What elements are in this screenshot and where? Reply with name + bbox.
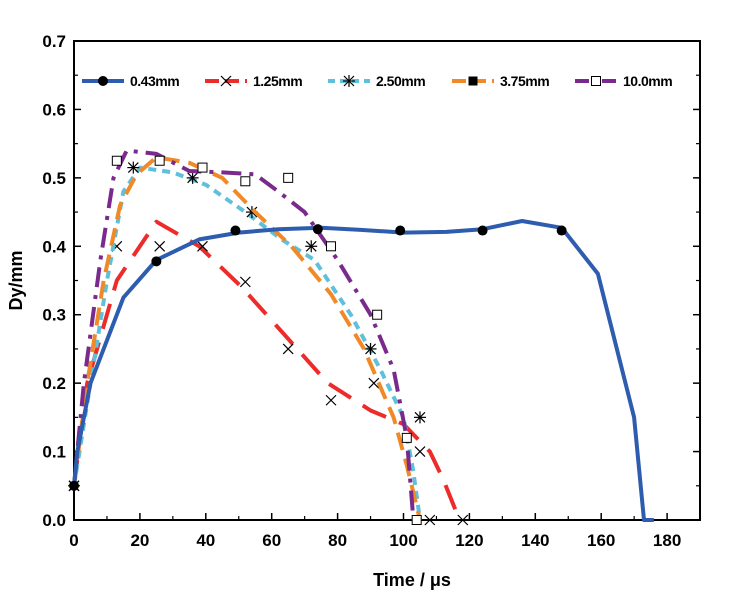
marker-stroke [197,240,208,252]
data-point-0.43mm [312,224,323,235]
series-10.0mm [72,148,422,525]
legend-entry-0.43mm: 0.43mm [82,73,180,89]
data-point-10.0mm [372,309,383,320]
data-point-0.43mm [151,256,162,267]
marker-stroke [368,377,380,389]
x-tick-label: 0 [69,531,78,550]
y-tick-label: 0.5 [42,169,66,188]
data-point-10.0mm [111,155,122,166]
data-point-1.25mm [424,514,436,526]
marker-stroke [325,394,337,406]
legend-entry-2.50mm: 2.50mm [328,73,426,89]
marker-stroke [424,514,436,526]
x-tick-label: 120 [455,531,483,550]
data-point-2.50mm [305,240,318,253]
y-tick-label: 0.7 [42,32,66,51]
data-point-2.50mm [186,171,199,184]
data-point-2.50mm [364,342,377,355]
data-point-1.25mm [414,446,426,457]
data-point-0.43mm [556,225,567,236]
legend-marker [220,75,232,87]
plot-frame [73,40,701,521]
series-layer [68,148,654,526]
x-tick-label: 20 [130,531,149,550]
data-point-2.50mm [127,161,140,174]
x-tick-label: 160 [587,531,615,550]
data-point-10.0mm [401,432,412,443]
legend-label: 3.75mm [500,73,549,89]
data-point-1.25mm [197,240,208,252]
x-tick-label: 40 [196,531,215,550]
data-point-10.0mm [411,515,422,525]
legend-marker [591,76,601,86]
legend-entry-1.25mm: 1.25mm [205,73,303,89]
marker-stroke [154,240,166,252]
x-tick-label: 180 [653,531,681,550]
y-tick-label: 0.0 [42,511,66,530]
data-point-0.43mm [69,480,79,491]
series-line-10.0mm [72,148,416,521]
data-point-0.43mm [395,225,406,236]
x-tick-label: 60 [262,531,281,550]
data-point-1.25mm [457,514,469,526]
data-point-2.50mm [413,411,426,424]
x-axis-title: Time / μs [373,570,451,590]
data-point-1.25mm [282,343,294,355]
x-tick-label: 80 [328,531,347,550]
legend-label: 0.43mm [130,73,179,89]
y-tick-label: 0.1 [42,443,66,462]
marker-stroke [457,514,469,526]
y-tick-label: 0.4 [42,237,66,256]
legend-entry-3.75mm: 3.75mm [452,73,550,89]
series-line-1.25mm [72,219,462,521]
legend-label: 10.0mm [623,73,672,89]
x-tick-label: 140 [521,531,549,550]
series-1.25mm [68,219,469,526]
data-point-1.25mm [368,377,380,389]
marker-stroke [414,446,426,457]
legend-entry-10.0mm: 10.0mm [575,73,673,89]
legend-label: 2.50mm [376,73,425,89]
y-tick-label: 0.3 [42,306,66,325]
data-point-10.0mm [154,155,165,166]
x-tick-label: 100 [389,531,417,550]
y-axis-title: Dy/mm [6,250,26,310]
series-0.43mm [69,219,654,522]
legend: 0.43mm 1.25mm 2.50mm 3.75mm 10.0mm [82,73,673,89]
data-point-10.0mm [326,241,337,252]
y-tick-label: 0.6 [42,100,66,119]
series-2.50mm [68,161,426,521]
data-point-10.0mm [197,162,208,173]
marker-stroke [282,343,294,355]
legend-marker [343,75,355,87]
data-point-0.43mm [477,225,488,236]
data-point-0.43mm [230,225,241,236]
marker-stroke [220,75,232,87]
series-line-3.75mm [72,155,422,521]
y-tick-label: 0.2 [42,374,66,393]
marker-stroke [239,276,251,288]
data-point-10.0mm [283,172,294,183]
data-point-1.25mm [325,394,337,406]
legend-marker [468,76,478,86]
data-point-10.0mm [240,176,251,187]
axes: 0 20 40 60 80 100 120 140 160 180 0.0 0.1 0.2 0.3 0.4 0… [6,32,701,590]
legend-marker [98,76,108,86]
series-line-0.43mm [72,219,654,522]
legend-label: 1.25mm [253,73,302,89]
series-3.75mm [72,155,422,521]
data-point-1.25mm [239,276,251,288]
series-line-2.50mm [72,165,422,521]
data-point-1.25mm [154,240,166,252]
